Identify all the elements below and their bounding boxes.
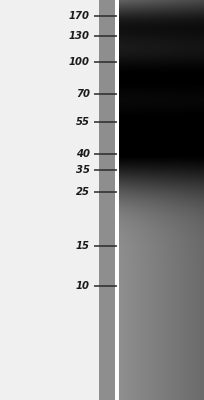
Text: 40: 40 [76, 149, 90, 159]
Text: 10: 10 [76, 281, 90, 291]
Text: 170: 170 [69, 11, 90, 21]
Text: 15: 15 [76, 241, 90, 251]
Text: 130: 130 [69, 31, 90, 41]
Text: 70: 70 [76, 89, 90, 99]
Text: 35: 35 [76, 165, 90, 175]
Text: 25: 25 [76, 187, 90, 197]
Text: 100: 100 [69, 57, 90, 67]
Bar [115, 0, 119, 400]
Text: 55: 55 [76, 117, 90, 127]
